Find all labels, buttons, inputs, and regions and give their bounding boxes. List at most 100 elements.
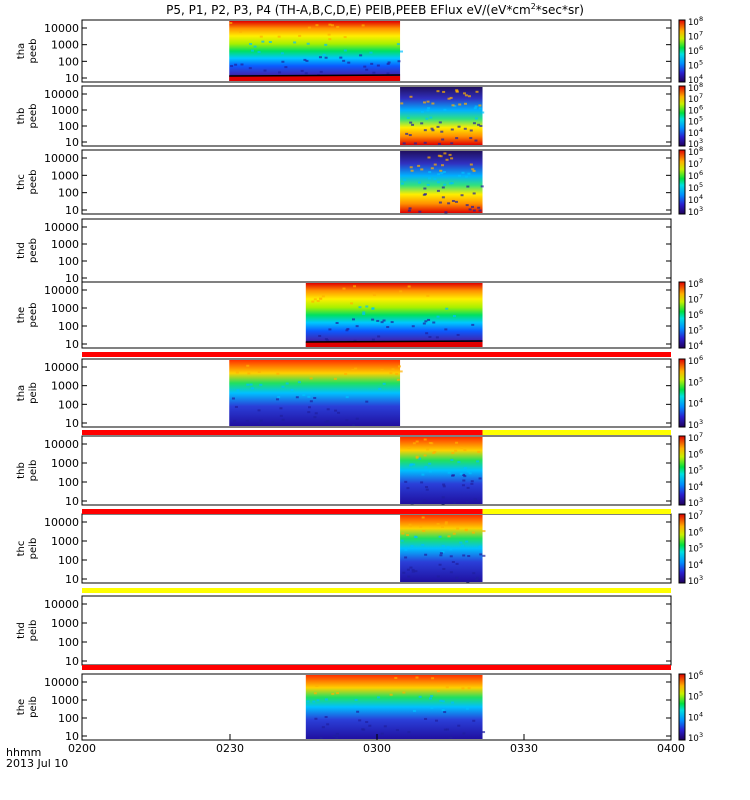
panel-product-label: peib (28, 460, 39, 482)
noise-speck (447, 97, 451, 100)
colorbar-tick-label: 10 (688, 208, 699, 218)
noise-speck (345, 419, 349, 422)
noise-speck (421, 544, 425, 547)
colorbar-tick-exponent: 3 (699, 574, 703, 582)
noise-speck (469, 137, 473, 140)
colorbar-tick-exponent: 6 (699, 44, 703, 52)
noise-speck (418, 457, 422, 460)
noise-speck (380, 321, 384, 324)
low-energy-band (229, 76, 401, 81)
mode-bar-segment (482, 509, 671, 514)
noise-speck (422, 322, 426, 325)
noise-speck (446, 546, 450, 549)
y-tick-label: 1000 (51, 302, 79, 315)
noise-speck (257, 409, 261, 412)
noise-speck (249, 43, 253, 46)
noise-speck (387, 61, 391, 64)
panel-frame (81, 595, 672, 666)
noise-speck (407, 731, 411, 734)
colorbar-tick-exponent: 3 (699, 137, 703, 145)
noise-speck (279, 414, 283, 417)
noise-speck (359, 54, 363, 57)
noise-speck (460, 447, 464, 450)
noise-speck (451, 452, 455, 455)
noise-speck (431, 677, 435, 680)
colorbar-tick-label: 10 (688, 106, 699, 116)
noise-speck (322, 53, 326, 56)
panel-product-label: peeb (28, 303, 39, 328)
panel-probe-label: thb (16, 108, 27, 125)
noise-speck (239, 30, 243, 33)
noise-speck (472, 169, 476, 172)
noise-speck (475, 90, 479, 93)
noise-speck (436, 315, 440, 318)
noise-speck (423, 454, 427, 457)
colorbar-tick-label: 10 (688, 467, 699, 477)
y-tick-label: 100 (58, 636, 79, 649)
colorbar-tick-label: 10 (688, 713, 699, 723)
noise-speck (409, 121, 413, 124)
noise-speck (407, 446, 411, 449)
noise-speck (336, 26, 340, 29)
noise-speck (326, 420, 330, 423)
noise-speck (313, 298, 317, 301)
noise-speck (389, 693, 393, 696)
noise-speck (450, 182, 454, 185)
noise-speck (461, 171, 465, 174)
noise-speck (452, 315, 456, 318)
noise-speck (474, 105, 478, 108)
noise-speck (324, 420, 328, 423)
noise-speck (231, 397, 235, 400)
y-tick-label: 100 (58, 712, 79, 725)
noise-speck (395, 372, 399, 375)
y-tick-label: 1000 (51, 617, 79, 630)
noise-speck (402, 691, 406, 694)
y-tick-label: 10000 (44, 438, 79, 451)
noise-speck (423, 499, 427, 502)
noise-speck (404, 480, 408, 483)
chart-title: P5, P1, P2, P3, P4 (TH-A,B,C,D,E) PEIB,P… (166, 2, 584, 17)
colorbar-tick-exponent: 7 (699, 157, 703, 165)
noise-speck (420, 168, 424, 171)
noise-speck (425, 117, 429, 120)
colorbar-tick-exponent: 5 (699, 115, 703, 123)
noise-speck (421, 473, 425, 476)
noise-speck (234, 405, 238, 408)
noise-speck (280, 52, 284, 55)
colorbar-tick-label: 10 (688, 196, 699, 206)
noise-speck (463, 127, 467, 130)
colorbar-tick-label: 10 (688, 528, 699, 538)
noise-speck (457, 125, 461, 128)
panel-probe-label: tha (16, 385, 27, 401)
noise-speck (400, 102, 404, 105)
colorbar-tick-exponent: 7 (699, 30, 703, 38)
colorbar-tick-exponent: 5 (699, 59, 703, 67)
noise-speck (436, 523, 440, 526)
noise-speck (352, 318, 356, 321)
colorbar (678, 85, 686, 147)
noise-speck (412, 709, 416, 712)
noise-speck (441, 700, 445, 703)
noise-speck (400, 50, 404, 53)
noise-speck (447, 202, 451, 205)
y-tick-label: 10000 (44, 88, 79, 101)
mode-bar-segment (82, 352, 671, 357)
panel-frame (81, 358, 672, 428)
noise-speck (353, 705, 357, 708)
noise-speck (405, 132, 409, 135)
mode-bar-segment (482, 430, 671, 435)
noise-speck (423, 129, 427, 132)
colorbar-tick-exponent: 4 (699, 397, 703, 405)
band-edge (229, 74, 401, 77)
noise-speck (424, 466, 428, 469)
noise-speck (438, 201, 442, 204)
y-tick-label: 1000 (51, 380, 79, 393)
noise-speck (471, 531, 475, 534)
noise-speck (473, 107, 477, 110)
noise-speck (424, 320, 428, 323)
noise-speck (365, 305, 369, 308)
noise-speck (324, 56, 328, 59)
